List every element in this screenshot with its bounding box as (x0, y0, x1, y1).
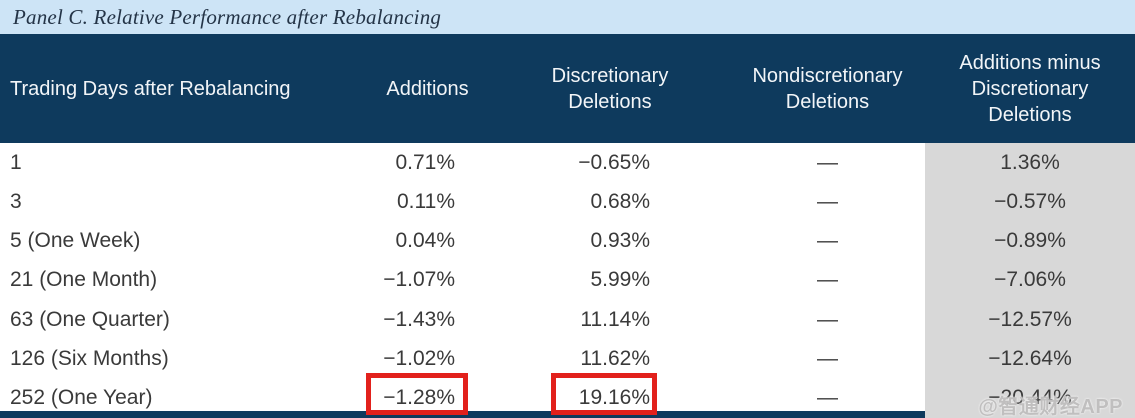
cell-trading-days: 1 (10, 150, 22, 174)
cell-nondiscretionary-deletions: — (817, 307, 838, 331)
cell-discretionary-deletions: 0.68% (590, 189, 650, 213)
cell-additions: −1.07% (383, 268, 455, 292)
cell-trading-days: 63 (One Quarter) (10, 307, 170, 331)
cell-trading-days: 5 (One Week) (10, 229, 141, 253)
cell-discretionary-deletions: 5.99% (590, 268, 650, 292)
panel-title-bar: Panel C. Relative Performance after Reba… (0, 0, 1135, 34)
highlight-box-additions (366, 373, 468, 415)
cell-additions-minus-discretionary: −0.57% (925, 182, 1135, 222)
column-header-discretionary-deletions: Discretionary Deletions (551, 64, 669, 113)
table-header-row: Trading Days after Rebalancing Additions… (0, 34, 1135, 143)
cell-nondiscretionary-deletions: — (817, 346, 838, 370)
cell-additions: 0.11% (397, 189, 455, 213)
cell-nondiscretionary-deletions: — (817, 189, 838, 213)
cell-discretionary-deletions: 11.14% (580, 307, 650, 331)
cell-additions: 0.71% (395, 150, 455, 174)
cell-additions: −1.28% (383, 386, 455, 410)
highlight-box-discretionary-deletions (551, 373, 657, 415)
cell-discretionary-deletions: 19.16% (578, 386, 650, 410)
cell-discretionary-deletions: 0.93% (590, 229, 650, 253)
cell-additions-minus-discretionary: −20.44% (925, 378, 1135, 418)
cell-additions-minus-discretionary: −7.06% (925, 260, 1135, 301)
cell-nondiscretionary-deletions: — (817, 386, 838, 410)
cell-nondiscretionary-deletions: — (817, 268, 838, 292)
cell-additions: −1.43% (383, 307, 455, 331)
cell-discretionary-deletions: −0.65% (578, 150, 650, 174)
cell-additions-minus-discretionary: −0.89% (925, 221, 1135, 261)
cell-trading-days: 252 (One Year) (10, 386, 153, 410)
cell-nondiscretionary-deletions: — (817, 150, 838, 174)
cell-discretionary-deletions: 11.62% (580, 346, 650, 370)
cell-additions-minus-discretionary: −12.57% (925, 300, 1135, 340)
cell-nondiscretionary-deletions: — (817, 229, 838, 253)
cell-additions: −1.02% (383, 346, 455, 370)
column-header-additions-minus-discretionary: Additions minus Discretionary Deletions (959, 51, 1101, 126)
cell-additions-minus-discretionary: 1.36% (925, 143, 1135, 183)
cell-trading-days: 126 (Six Months) (10, 346, 169, 370)
column-header-nondiscretionary-deletions: Nondiscretionary Deletions (752, 64, 903, 113)
cell-additions: 0.04% (395, 229, 455, 253)
cell-additions-minus-discretionary: −12.64% (925, 339, 1135, 379)
column-header-additions: Additions (386, 77, 469, 100)
column-header-trading-days: Trading Days after Rebalancing (10, 77, 291, 100)
cell-trading-days: 3 (10, 189, 22, 213)
watermark: @智通财经APP (978, 396, 1123, 418)
panel-title: Panel C. Relative Performance after Reba… (13, 4, 442, 29)
cell-trading-days: 21 (One Month) (10, 268, 158, 292)
table-body: 1 0.71% −0.65% — 1.36% 3 0.11% 0.68% — −… (0, 143, 1135, 418)
